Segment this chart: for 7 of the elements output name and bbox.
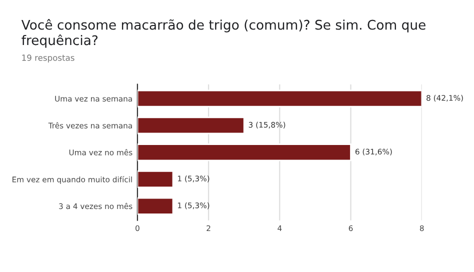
bar bbox=[137, 90, 422, 108]
bar bbox=[137, 116, 245, 134]
chart-title: Você consome macarrão de trigo (comum)? Se sim. Com que frequência? bbox=[21, 19, 426, 48]
bar bbox=[137, 197, 174, 215]
bar bbox=[137, 144, 352, 162]
text: 19 respostas bbox=[22, 54, 74, 62]
bar bbox=[137, 170, 174, 188]
